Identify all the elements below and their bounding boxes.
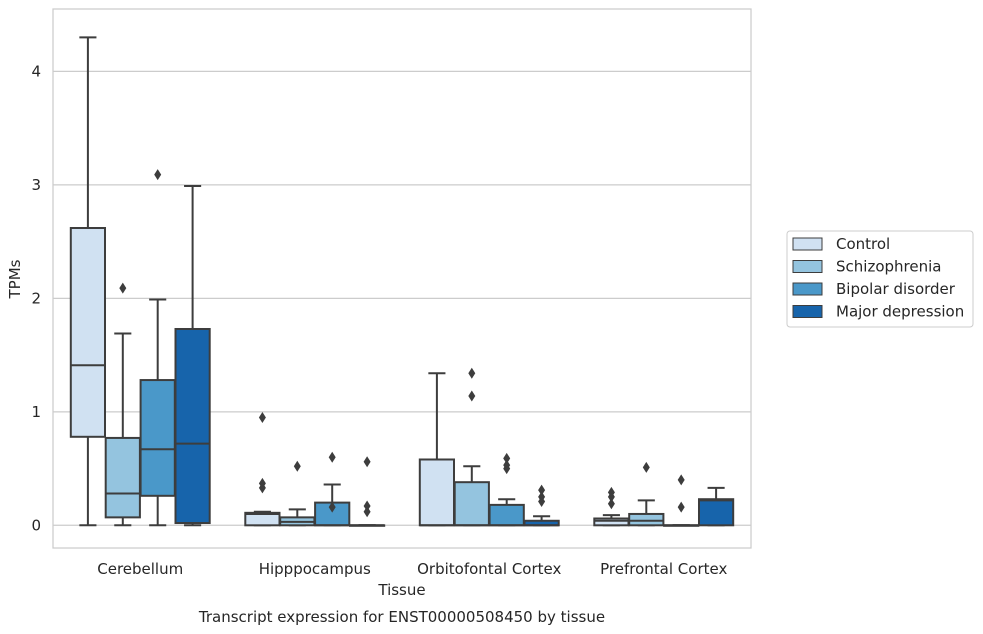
legend-label: Major depression [836,303,964,321]
box-1-0 [244,412,281,527]
y-tick-label: 3 [31,176,41,194]
y-tick-label: 4 [31,62,41,80]
box-iqr [139,379,176,497]
box-iqr [174,327,211,525]
legend-frame [786,230,974,328]
outlier-point [503,459,511,471]
x-axis-label: Tissue [377,581,425,599]
outlier-point [607,486,615,498]
outlier-point [607,498,615,510]
y-tick-label: 1 [31,403,41,421]
box-iqr [453,481,490,527]
box-iqr [69,227,107,438]
legend-swatch [792,305,823,318]
outlier-point [154,169,162,181]
box-0-3 [174,185,211,527]
outlier-point [328,451,336,463]
outlier-point [293,460,301,472]
box-0-1 [104,282,141,527]
box-2-0 [418,372,456,527]
legend: Control Schizophrenia Bipolar disorder Majo… [786,230,974,328]
boxes [69,36,735,527]
outlier-point [363,500,371,512]
box-3-1 [628,461,665,527]
legend-label: Bipolar disorder [836,280,956,298]
outlier-point [119,282,127,294]
outlier-point [468,367,476,379]
box-iqr [418,458,456,527]
outlier-point [677,501,685,513]
outlier-point [363,456,371,468]
outlier-point [538,491,546,503]
box-2-3 [523,484,560,527]
outlier-point [503,452,511,464]
y-axis-label: TPMs [6,259,24,299]
outlier-point [363,506,371,518]
legend-label: Control [836,235,890,253]
plot-frame [52,8,752,549]
outlier-point [538,484,546,496]
box-3-2 [663,474,700,527]
x-ticks: Cerebellum Hipppocampus Orbitofontal Corte… [97,560,727,578]
outlier-point [258,412,266,424]
box-0-2 [139,169,176,527]
box-3-3 [697,486,735,527]
box-iqr [628,512,665,527]
box-iqr [593,517,630,527]
y-ticks: 0 1 2 3 4 [31,62,41,534]
outlier-point [468,390,476,402]
y-tick-label: 2 [31,289,41,307]
box-1-1 [279,460,316,527]
box-1-3 [348,456,386,527]
box-3-0 [593,486,630,527]
outlier-point [677,474,685,486]
box-2-2 [488,452,525,527]
chart-caption: Transcript expression for ENST0000050845… [198,608,605,626]
legend-swatch [792,282,823,296]
outlier-point [328,501,336,513]
x-tick-label: Hipppocampus [259,560,371,578]
y-tick-label: 0 [31,516,41,534]
x-tick-label: Cerebellum [97,560,183,578]
box-1-2 [314,451,351,527]
box-2-1 [453,367,490,527]
box-0-0 [69,36,107,527]
x-tick-label: Prefrontal Cortex [600,560,727,578]
legend-swatch [792,237,823,251]
box-iqr [488,503,525,527]
outlier-point [642,461,650,473]
box-iqr [697,498,735,527]
outlier-point [258,477,266,489]
x-tick-label: Orbitofontal Cortex [417,560,561,578]
legend-swatch [792,260,823,273]
box-iqr [104,436,141,519]
legend-label: Schizophrenia [836,258,941,276]
